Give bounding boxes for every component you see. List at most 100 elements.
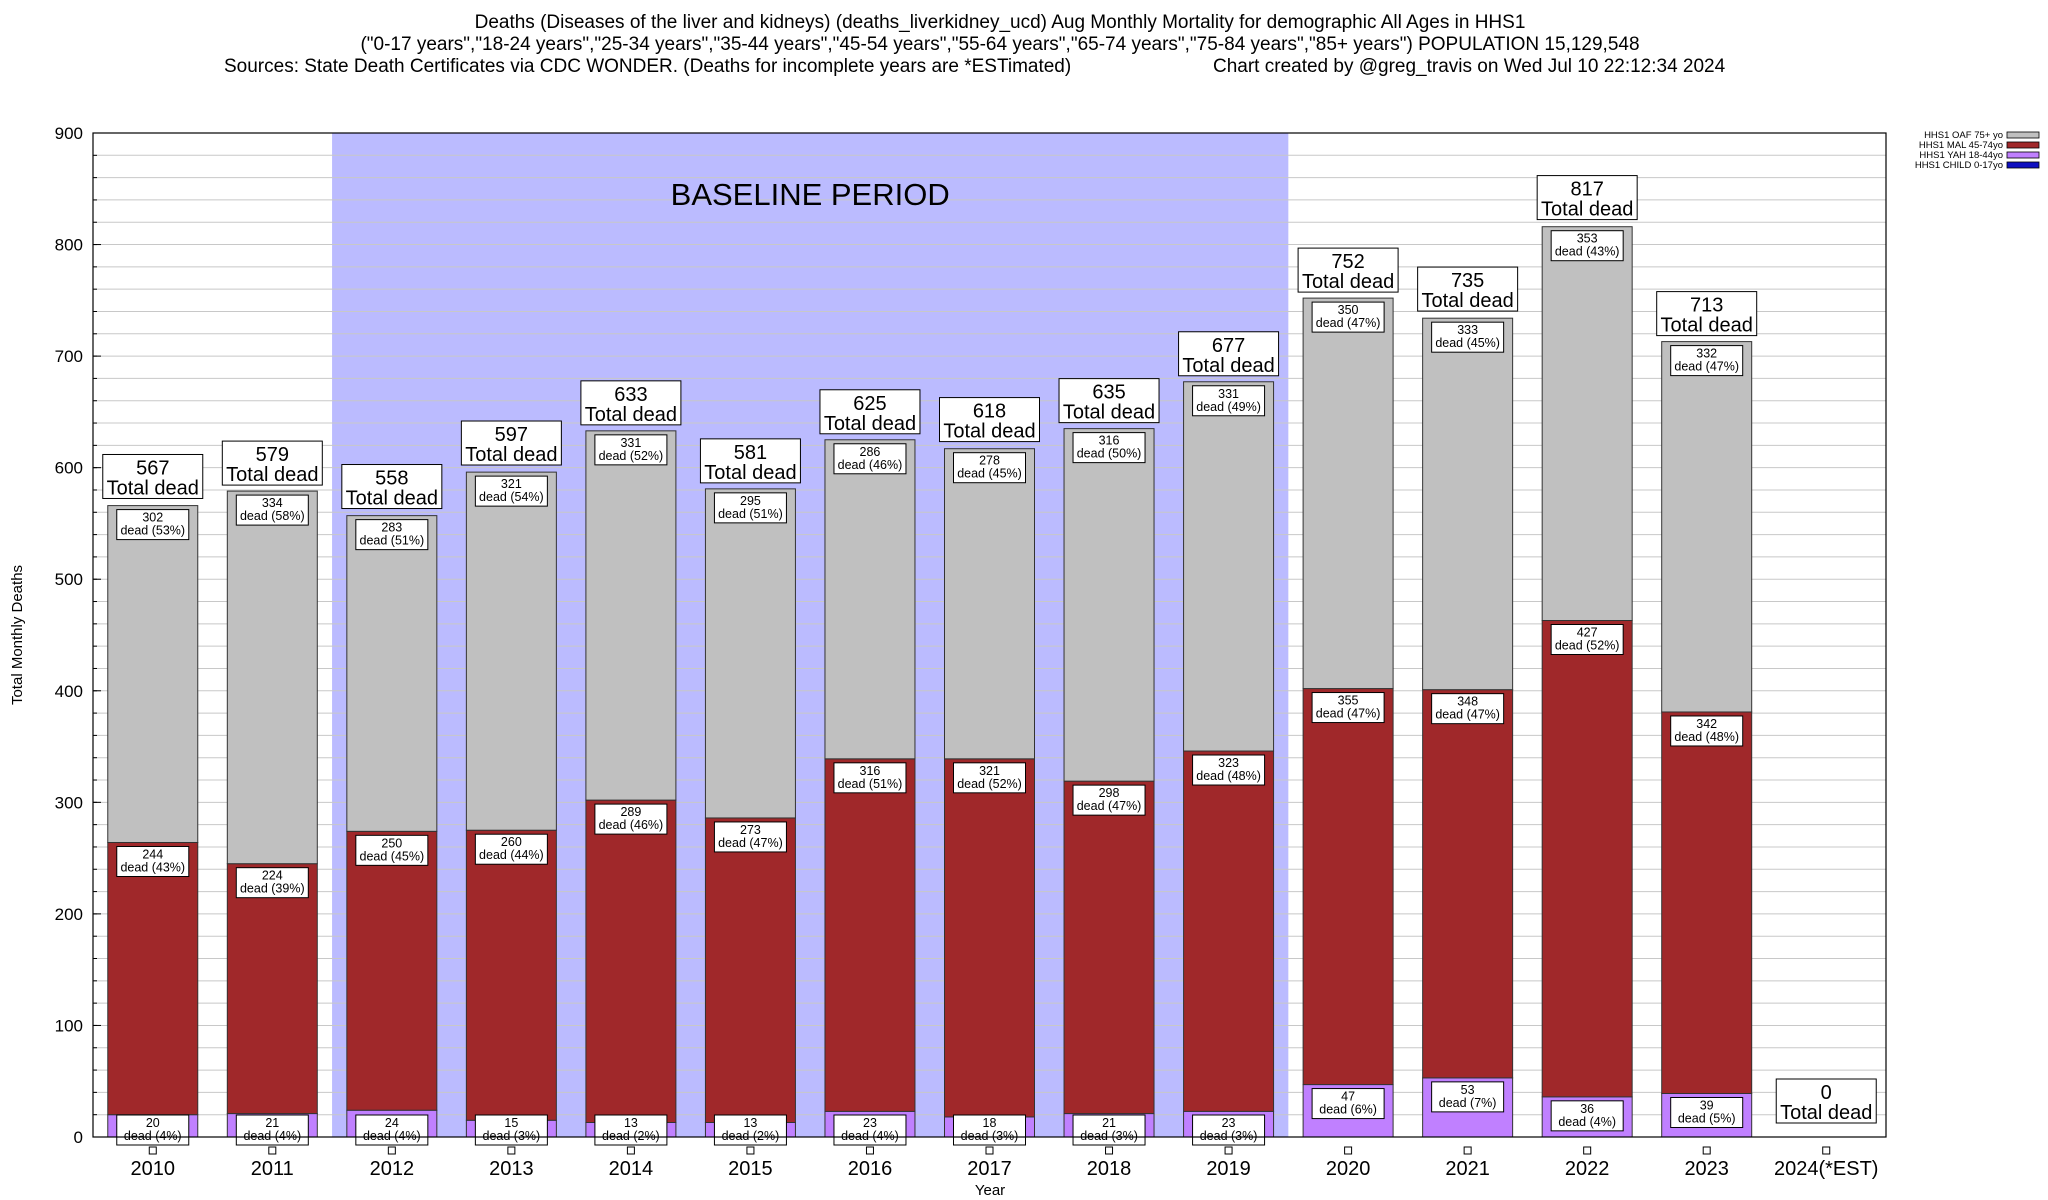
segment-label-box (1072, 432, 1146, 464)
segment-percent-label: dead (4%) (124, 1129, 182, 1143)
bar-segment (107, 841, 199, 1116)
segment-percent-label: dead (49%) (1196, 400, 1261, 414)
segment-percent-label: dead (44%) (479, 848, 544, 862)
bar-segment (1183, 381, 1275, 752)
segment-value-label: 24 (385, 1116, 399, 1130)
segment-label-box (594, 1114, 668, 1146)
bar-segment (1661, 341, 1753, 713)
x-tick-label: 2012 (370, 1158, 415, 1180)
total-label-box (699, 438, 801, 484)
segment-value-label: 18 (983, 1116, 997, 1130)
zero-marker (268, 1146, 277, 1155)
segment-percent-label: dead (50%) (1077, 447, 1142, 461)
total-text-label: Total dead (1302, 271, 1394, 293)
segment-value-label: 250 (381, 836, 402, 850)
total-text-label: Total dead (943, 421, 1035, 443)
segment-label-box (235, 494, 309, 526)
segment-value-label: 333 (1457, 323, 1478, 337)
total-label-box (1536, 175, 1638, 221)
zero-marker (746, 1146, 755, 1155)
total-label-box (819, 389, 921, 435)
total-value-label: 735 (1451, 270, 1484, 292)
zero-marker (1583, 1146, 1592, 1155)
y-axis: 0 100 200 300 400 500 600 700 800 900 Total Monthl… (9, 124, 101, 1147)
bar-segment (1063, 780, 1155, 1115)
zero-marker (1224, 1146, 1233, 1155)
segment-label-box (833, 762, 907, 794)
total-value-label: 713 (1690, 295, 1723, 317)
legend-swatch (2006, 131, 2040, 139)
segment-value-label: 20 (146, 1116, 160, 1130)
segment-percent-label: dead (47%) (1077, 799, 1142, 813)
total-label-box (102, 453, 204, 499)
legend-label: HHS1 CHILD 0-17yo (1915, 160, 2003, 171)
plot-frame (92, 132, 1887, 1138)
segment-percent-label: dead (48%) (1196, 769, 1261, 783)
bar-segment (585, 799, 677, 1123)
segment-percent-label: dead (3%) (961, 1129, 1019, 1143)
bar-segment (824, 439, 916, 760)
segment-value-label: 334 (262, 496, 283, 510)
segment-value-label: 331 (1218, 387, 1239, 401)
x-tick-label: 2023 (1684, 1158, 1729, 1180)
segment-value-label: 224 (262, 869, 283, 883)
bar-segment (465, 471, 557, 831)
total-value-label: 752 (1331, 251, 1364, 273)
segment-label-box (713, 821, 787, 853)
x-tick-label: 2019 (1206, 1158, 1251, 1180)
segment-value-label: 295 (740, 494, 761, 508)
y-tick-label: 500 (55, 570, 83, 589)
total-text-label: Total dead (465, 444, 557, 466)
segment-label-box (1550, 1100, 1624, 1132)
legend-swatch (2006, 141, 2040, 149)
segment-label-box (1670, 345, 1744, 377)
x-tick-label: 2022 (1565, 1158, 1610, 1180)
segment-value-label: 13 (743, 1116, 757, 1130)
segment-percent-label: dead (51%) (838, 777, 903, 791)
y-tick-label: 800 (55, 236, 83, 255)
total-value-label: 633 (614, 384, 647, 406)
segment-label-box (235, 1114, 309, 1146)
y-tick-label: 300 (55, 793, 83, 812)
zero-marker (1702, 1146, 1711, 1155)
bar-segment (1183, 750, 1275, 1112)
total-label-box (580, 380, 682, 426)
total-text-label: Total dead (107, 477, 199, 499)
baseline-period-label: BASELINE PERIOD (671, 177, 950, 212)
zero-marker (1105, 1146, 1114, 1155)
total-label-box (460, 420, 562, 466)
chart-titles: Deaths (Diseases of the liver and kidney… (224, 12, 1726, 77)
segment-label-box (116, 1114, 190, 1146)
segment-value-label: 331 (620, 436, 641, 450)
segment-label-box (1670, 1096, 1744, 1128)
segment-label-box (1550, 230, 1624, 262)
zero-marker (507, 1146, 516, 1155)
segment-label-box (355, 834, 429, 866)
bar-segment (1302, 297, 1394, 690)
x-tick-label: 2024(*EST) (1774, 1158, 1879, 1180)
segment-percent-label: dead (45%) (957, 467, 1022, 481)
segment-label-box (594, 803, 668, 835)
segment-percent-label: dead (43%) (1555, 245, 1620, 259)
segment-label-box (116, 845, 190, 877)
segment-percent-label: dead (48%) (1674, 730, 1739, 744)
bar-segment (1541, 619, 1633, 1098)
bar-segment (1422, 317, 1514, 691)
total-value-label: 558 (375, 468, 408, 490)
x-tick-label: 2010 (131, 1158, 176, 1180)
segment-percent-label: dead (5%) (1678, 1111, 1736, 1125)
segment-label-box (713, 492, 787, 524)
segment-label-box (355, 519, 429, 551)
segment-percent-label: dead (45%) (1435, 336, 1500, 350)
segment-value-label: 283 (381, 521, 402, 535)
segment-percent-label: dead (4%) (1558, 1115, 1616, 1129)
x-tick-label: 2014 (609, 1158, 654, 1180)
segment-label-box (1431, 693, 1505, 725)
x-axis: 2010 2011 2012 2013 2014 2015 2016 2017 2018 2019… (131, 1158, 1879, 1199)
segment-value-label: 355 (1338, 694, 1359, 708)
bar-segment (704, 488, 796, 819)
segment-value-label: 323 (1218, 756, 1239, 770)
x-tick-label: 2015 (728, 1158, 773, 1180)
